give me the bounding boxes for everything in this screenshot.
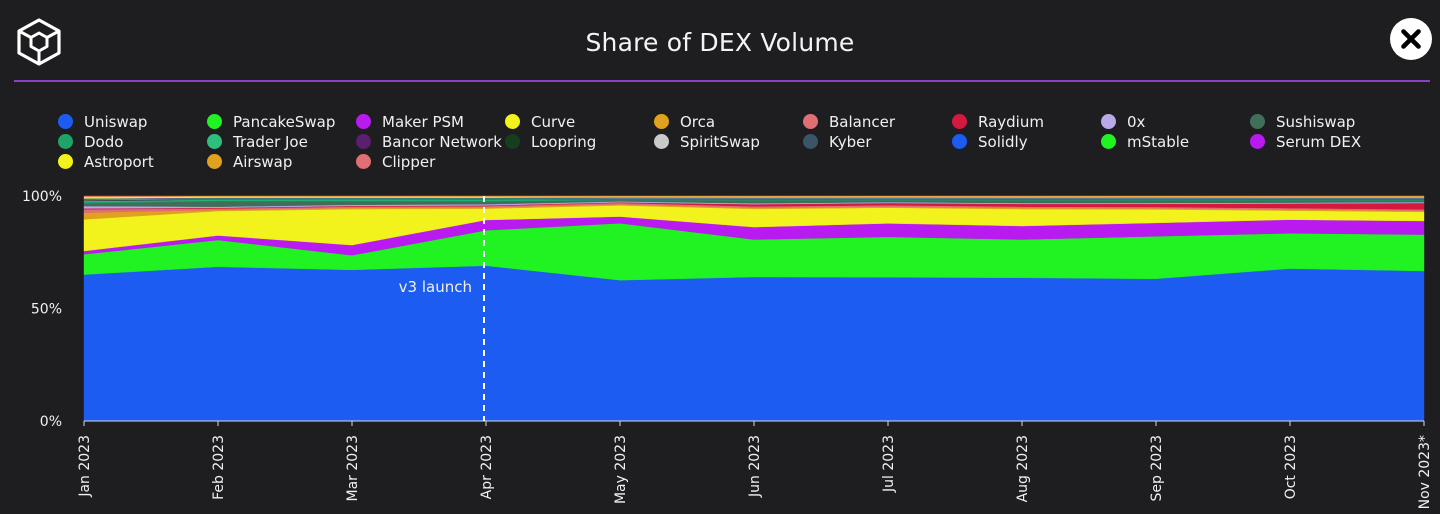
x-tick-label: Sep 2023 (1149, 435, 1165, 501)
legend-item-bancor-network[interactable]: Bancor Network (356, 132, 505, 151)
legend-swatch (207, 134, 222, 149)
header-divider (14, 80, 1430, 82)
legend-label: Bancor Network (382, 132, 502, 151)
legend-label: Clipper (382, 152, 436, 171)
y-tick-label: 50% (31, 302, 62, 318)
cube-logo-icon (17, 18, 61, 66)
x-tick-label: Oct 2023 (1283, 435, 1299, 499)
legend-item-astroport[interactable]: Astroport (58, 152, 207, 171)
x-tick-label: Jul 2023 (881, 435, 897, 493)
legend-label: Dodo (84, 132, 124, 151)
legend-swatch (803, 114, 818, 129)
legend-label: Trader Joe (233, 132, 308, 151)
legend-label: Orca (680, 112, 716, 131)
chart-title: Share of DEX Volume (585, 28, 855, 57)
legend-item-raydium[interactable]: Raydium (952, 112, 1101, 131)
legend-swatch (1101, 134, 1116, 149)
legend-swatch (654, 134, 669, 149)
legend-label: mStable (1127, 132, 1190, 151)
legend-label: Curve (531, 112, 576, 131)
legend-item-maker-psm[interactable]: Maker PSM (356, 112, 505, 131)
legend-item-loopring[interactable]: Loopring (505, 132, 654, 151)
legend-label: Sushiswap (1276, 112, 1356, 131)
x-tick-label: Jun 2023 (747, 435, 763, 498)
x-tick-label: May 2023 (613, 435, 629, 504)
x-tick-label: Mar 2023 (345, 435, 361, 502)
legend-item-airswap[interactable]: Airswap (207, 152, 356, 171)
legend-swatch (58, 154, 73, 169)
close-icon (1401, 29, 1421, 49)
legend-swatch (58, 134, 73, 149)
legend-swatch (1250, 114, 1265, 129)
legend-label: Serum DEX (1276, 132, 1362, 151)
legend-label: Raydium (978, 112, 1044, 131)
x-tick-label: Apr 2023 (479, 435, 495, 499)
legend-swatch (505, 134, 520, 149)
legend-item-uniswap[interactable]: Uniswap (58, 112, 207, 131)
x-tick-label: Jan 2023 (77, 435, 93, 498)
legend-item-balancer[interactable]: Balancer (803, 112, 952, 131)
legend-swatch (803, 134, 818, 149)
legend-swatch (207, 114, 222, 129)
x-tick-label: Feb 2023 (211, 435, 227, 500)
legend-item-curve[interactable]: Curve (505, 112, 654, 131)
legend-label: Uniswap (84, 112, 148, 131)
legend-item-clipper[interactable]: Clipper (356, 152, 505, 171)
legend-swatch (952, 114, 967, 129)
legend-label: Solidly (978, 132, 1028, 151)
legend-swatch (356, 154, 371, 169)
legend-item-solidly[interactable]: Solidly (952, 132, 1101, 151)
legend-swatch (505, 114, 520, 129)
chart-legend: Uniswap PancakeSwap Maker PSM Curve Orca Bala… (58, 112, 1408, 171)
legend-label: Loopring (531, 132, 597, 151)
legend-swatch (1250, 134, 1265, 149)
legend-label: 0x (1127, 112, 1146, 131)
legend-swatch (207, 154, 222, 169)
area-chart: 0% 50% 100% Jan 2023 Feb 2023 Mar 2023 Apr 202… (22, 189, 1433, 509)
legend-swatch (58, 114, 73, 129)
legend-item-sushiswap[interactable]: Sushiswap (1250, 112, 1399, 131)
legend-swatch (952, 134, 967, 149)
legend-item-kyber[interactable]: Kyber (803, 132, 952, 151)
legend-swatch (356, 114, 371, 129)
legend-label: Balancer (829, 112, 895, 131)
legend-label: SpiritSwap (680, 132, 760, 151)
legend-item-orca[interactable]: Orca (654, 112, 803, 131)
y-tick-label: 100% (22, 189, 62, 205)
x-tick-label: Nov 2023* (1417, 435, 1433, 509)
legend-swatch (356, 134, 371, 149)
area-uniswap (83, 265, 1425, 422)
legend-item-pancakeswap[interactable]: PancakeSwap (207, 112, 356, 131)
legend-swatch (654, 114, 669, 129)
legend-item-0x[interactable]: 0x (1101, 112, 1250, 131)
legend-label: Astroport (84, 152, 154, 171)
close-button[interactable] (1390, 18, 1432, 60)
v3-launch-annotation: v3 launch (399, 278, 472, 296)
legend-item-trader-joe[interactable]: Trader Joe (207, 132, 356, 151)
legend-label: Maker PSM (382, 112, 464, 131)
legend-item-mstable[interactable]: mStable (1101, 132, 1250, 151)
area-clipper (83, 195, 1425, 197)
legend-item-spiritswap[interactable]: SpiritSwap (654, 132, 803, 151)
x-tick-label: Aug 2023 (1015, 435, 1031, 502)
legend-item-serum-dex[interactable]: Serum DEX (1250, 132, 1399, 151)
y-tick-label: 0% (40, 414, 62, 430)
legend-label: Kyber (829, 132, 872, 151)
legend-swatch (1101, 114, 1116, 129)
legend-label: Airswap (233, 152, 293, 171)
legend-label: PancakeSwap (233, 112, 336, 131)
legend-item-dodo[interactable]: Dodo (58, 132, 207, 151)
